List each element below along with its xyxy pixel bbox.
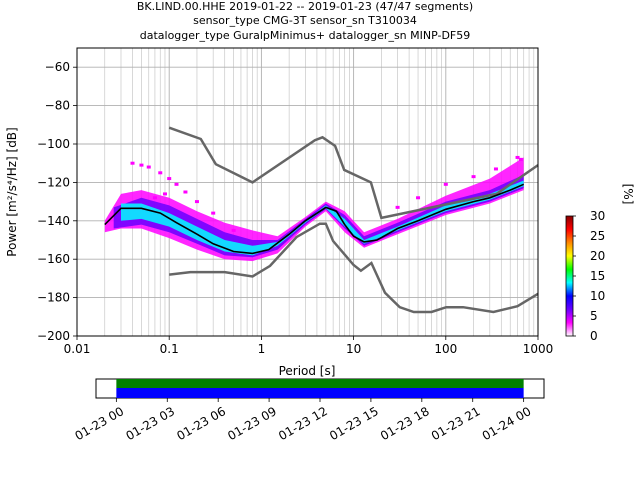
colorbar-tick-label: 5 [590,309,598,323]
density-point [152,196,157,200]
density-point [158,171,163,175]
title-line-3: datalogger_type GuralpMinimus+ datalogge… [140,29,471,42]
colorbar-tick-label: 10 [590,289,605,303]
mean-curve [104,183,525,255]
y-axis-label: Power [m²/s⁴/Hz] [dB] [5,127,19,256]
density-point [211,211,216,215]
y-tick-label: −200 [37,329,70,343]
colorbar: 0 5 10 15 20 25 30 [%] [565,184,635,343]
title-line-2: sensor_type CMG-3T sensor_sn T310034 [193,14,417,27]
x-tick-label: 0.1 [160,342,179,356]
x-tick-label: 0.01 [64,342,91,356]
availability-tick-label: 01-24 00 [480,404,534,443]
availability-tick-label: 01-23 18 [378,404,432,443]
plot-area: 0.01 0.1 1 10 100 1000 −60 −80 −100 −120 −140 −160… [37,47,554,356]
high-noise-model-line [168,126,539,220]
density-point [515,155,520,159]
availability-tick-label: 01-23 21 [429,404,483,443]
chart-title: BK.LIND.00.HHE 2019-01-22 -- 2019-01-23 … [137,0,473,42]
density-point [231,228,236,232]
colorbar-tick-label: 30 [590,209,605,223]
density-point [183,190,188,194]
density-point [395,205,400,209]
colorbar-tick-label: 20 [590,249,605,263]
density-point [416,196,421,200]
y-tick-label: −100 [37,137,70,151]
low-noise-model-line [169,222,539,314]
availability-bottom-bar [116,388,524,398]
y-tick-label: −180 [37,291,70,305]
y-tick-label: −140 [37,214,70,228]
y-tick-label: −160 [37,252,70,266]
plot-frame [76,47,539,337]
sparse-points [130,155,523,232]
density-point [167,177,172,181]
availability-top-bar [116,379,524,388]
density-point [174,182,179,186]
colorbar-tick-label: 15 [590,269,605,283]
y-tick-label: −120 [37,175,70,189]
availability-tick-label: 01-23 00 [73,404,127,443]
x-axis-ticks: 0.01 0.1 1 10 100 1000 [64,336,554,356]
x-tick-label: 1000 [523,342,554,356]
density-point [146,165,151,169]
colorbar-tick-label: 0 [590,329,598,343]
density-point [162,192,167,196]
density-point [493,167,498,171]
density-point [130,161,135,165]
density-point [518,157,523,161]
density-bands [104,157,524,262]
density-point [139,163,144,167]
x-tick-label: 1 [258,342,266,356]
x-tick-label: 100 [434,342,457,356]
mean-psd-line [104,183,525,255]
x-tick-label: 10 [346,342,361,356]
y-axis-ticks: −60 −80 −100 −120 −140 −160 −180 −200 [37,60,77,343]
density-point [194,200,199,204]
y-tick-label: −80 [45,99,70,113]
colorbar-ticks: 0 5 10 15 20 25 30 [573,209,605,343]
availability-tick-label: 01-23 03 [123,404,177,443]
availability-tick-label: 01-23 12 [276,404,330,443]
colorbar-tick-label: 25 [590,229,605,243]
noise-models [168,126,539,314]
colorbar-scale [565,215,574,337]
density-point [471,175,476,179]
availability-tick-label: 01-23 06 [174,404,228,443]
y-tick-label: −60 [45,60,70,74]
availability-tick-label: 01-23 09 [225,404,279,443]
title-line-1: BK.LIND.00.HHE 2019-01-22 -- 2019-01-23 … [137,0,473,13]
x-axis-label: Period [s] [279,364,336,378]
density-point [443,182,448,186]
colorbar-label: [%] [621,184,635,205]
availability-tick-label: 01-23 15 [327,404,381,443]
